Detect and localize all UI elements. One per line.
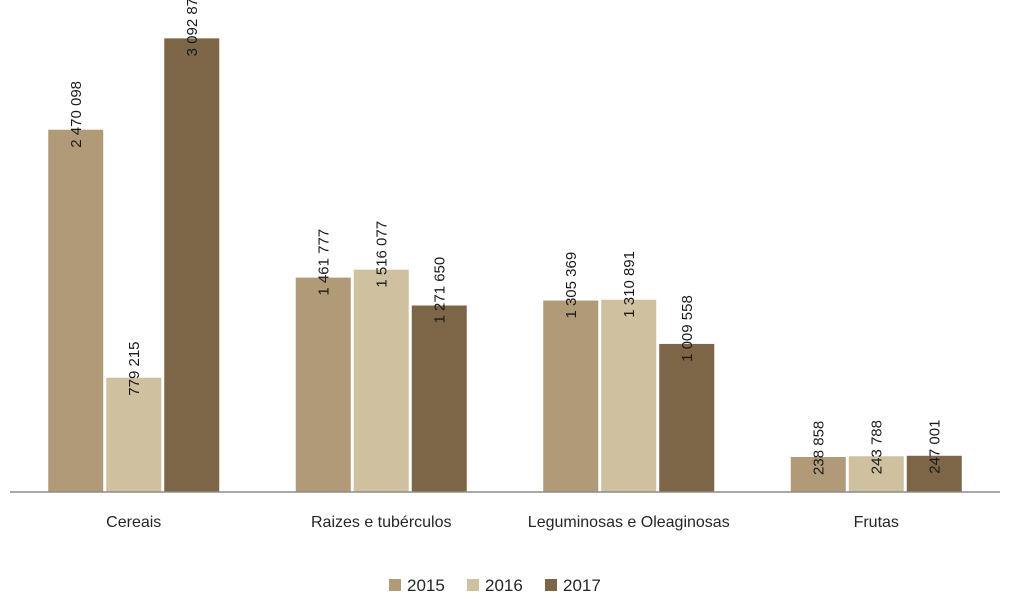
data-label-2017-2: 1 009 558 — [679, 295, 696, 362]
category-labels-group: Cereais Raizes e tubérculos Leguminosas e … — [106, 514, 899, 531]
category-label-1: Raizes e tubérculos — [311, 514, 452, 531]
data-label-2017-3: 247 001 — [926, 420, 943, 474]
data-label-2017-0: 3 092 878 — [184, 0, 201, 56]
legend-label-2016: 2016 — [485, 576, 523, 595]
value-labels-group: 2 470 098 779 215 3 092 878 1 461 777 1 516 … — [68, 0, 944, 475]
bar-2017-3 — [906, 455, 962, 492]
data-label-2015-3: 238 858 — [810, 421, 827, 475]
data-label-2015-0: 2 470 098 — [68, 81, 85, 148]
bar-2016-3 — [848, 456, 904, 492]
data-label-2016-3: 243 788 — [868, 420, 885, 474]
bars-group — [48, 38, 962, 492]
bar-2017-0 — [164, 38, 220, 492]
category-label-0: Cereais — [106, 514, 161, 531]
legend-label-2015: 2015 — [407, 576, 445, 595]
category-label-2: Leguminosas e Oleaginosas — [528, 514, 730, 531]
category-label-3: Frutas — [854, 514, 899, 531]
legend-swatch-2016 — [467, 579, 479, 591]
data-label-2016-2: 1 310 891 — [621, 251, 638, 318]
bar-2015-3 — [790, 456, 846, 492]
data-label-2016-0: 779 215 — [126, 341, 143, 395]
legend-label-2017: 2017 — [563, 576, 601, 595]
data-label-2016-1: 1 516 077 — [373, 221, 390, 288]
bar-2016-0 — [106, 377, 162, 492]
bar-2015-2 — [543, 300, 599, 492]
bar-2017-1 — [411, 305, 467, 492]
data-label-2017-1: 1 271 650 — [431, 257, 448, 324]
bar-2016-2 — [601, 299, 657, 492]
legend: 2015 2016 2017 — [389, 576, 601, 595]
bar-2017-2 — [659, 343, 715, 492]
bar-2015-0 — [48, 129, 104, 492]
legend-swatch-2015 — [389, 579, 401, 591]
legend-swatch-2017 — [545, 579, 557, 591]
data-label-2015-1: 1 461 777 — [315, 229, 332, 296]
data-label-2015-2: 1 305 369 — [563, 252, 580, 319]
bar-2015-1 — [295, 277, 351, 492]
bar-2016-1 — [353, 269, 409, 492]
